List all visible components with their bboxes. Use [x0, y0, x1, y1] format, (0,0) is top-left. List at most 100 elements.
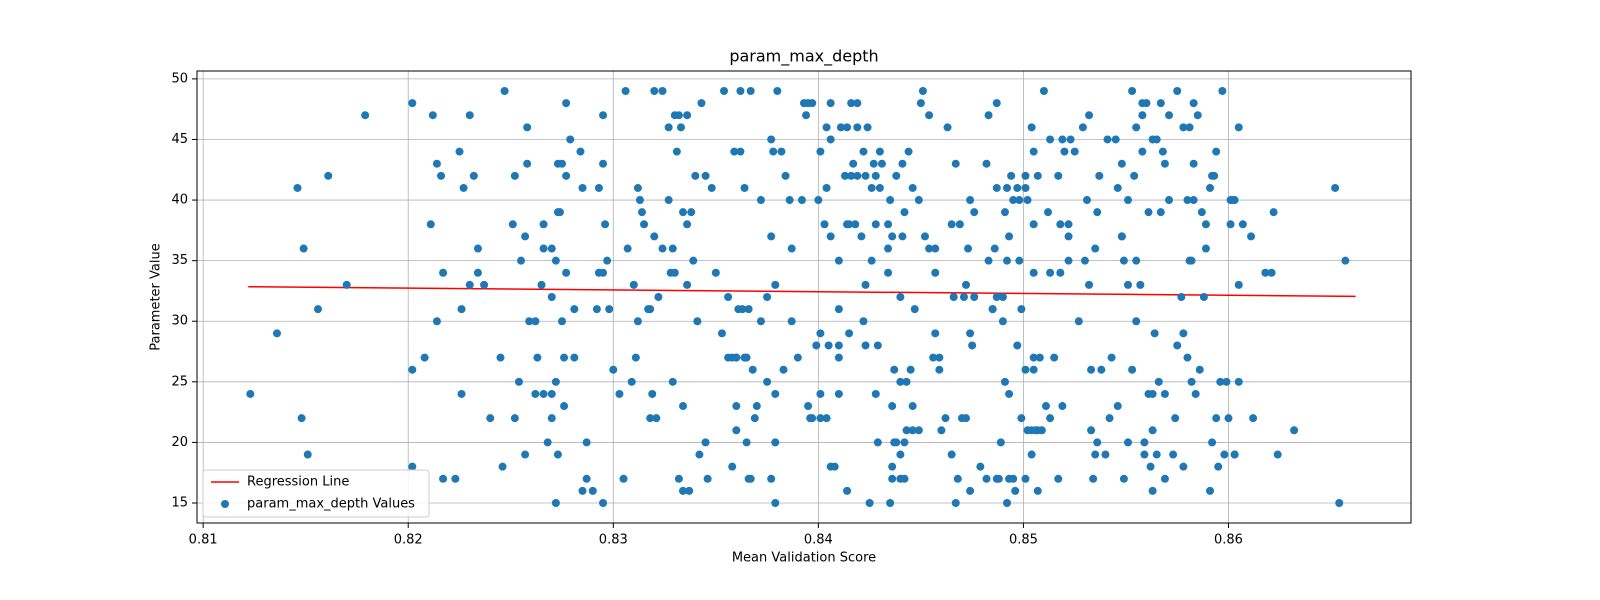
scatter-point	[1087, 426, 1096, 435]
scatter-point	[1111, 135, 1120, 144]
scatter-point	[1089, 474, 1098, 483]
scatter-point	[674, 111, 683, 120]
scatter-point	[631, 353, 640, 362]
scatter-point	[1078, 123, 1087, 132]
scatter-point	[1230, 450, 1239, 459]
scatter-point	[1210, 171, 1219, 180]
scatter-point	[605, 305, 614, 314]
scatter-point	[1230, 196, 1239, 205]
scatter-point	[732, 402, 741, 411]
scatter-point	[756, 317, 765, 326]
scatter-point	[804, 402, 813, 411]
legend-label: Regression Line	[247, 475, 349, 490]
scatter-point	[508, 220, 517, 229]
scatter-point	[1021, 171, 1030, 180]
scatter-point	[246, 389, 255, 398]
scatter-point	[935, 365, 944, 374]
x-tick-label: 0.84	[804, 533, 833, 548]
scatter-point	[847, 99, 856, 108]
scatter-point	[623, 244, 632, 253]
scatter-point	[964, 244, 973, 253]
scatter-point	[272, 329, 281, 338]
scatter-point	[1335, 499, 1344, 508]
scatter-point	[1093, 208, 1102, 217]
scatter-point	[469, 171, 478, 180]
scatter-point	[822, 123, 831, 132]
scatter-point	[1107, 353, 1116, 362]
scatter-point	[738, 305, 747, 314]
scatter-point	[822, 414, 831, 423]
scatter-point	[976, 462, 985, 471]
scatter-point	[771, 438, 780, 447]
scatter-point	[293, 183, 302, 192]
scatter-point	[1046, 414, 1055, 423]
scatter-point	[533, 353, 542, 362]
scatter-point	[531, 317, 540, 326]
scatter-point	[808, 414, 817, 423]
scatter-point	[873, 438, 882, 447]
scatter-point	[984, 111, 993, 120]
scatter-point	[896, 293, 905, 301]
scatter-point	[857, 232, 866, 241]
scatter-point	[1201, 244, 1210, 253]
scatter-point	[1058, 402, 1067, 411]
scatter-point	[1212, 147, 1221, 156]
scatter-point	[1238, 220, 1247, 229]
x-tick-label: 0.86	[1214, 533, 1243, 548]
scatter-point	[896, 450, 905, 459]
scatter-point	[1070, 147, 1079, 156]
scatter-point	[904, 147, 913, 156]
scatter-point	[908, 402, 917, 411]
y-tick-label: 40	[171, 193, 188, 208]
scatter-point	[1064, 220, 1073, 229]
legend-box	[202, 469, 430, 518]
scatter-point	[560, 402, 569, 411]
scatter-point	[861, 171, 870, 180]
scatter-point	[480, 280, 489, 289]
scatter-point	[1212, 414, 1221, 423]
scatter-point	[551, 256, 560, 265]
scatter-point	[1185, 123, 1194, 132]
scatter-point	[808, 99, 817, 108]
scatter-point	[599, 111, 608, 120]
scatter-point	[863, 123, 872, 132]
scatter-point	[834, 341, 843, 350]
scatter-point	[1029, 365, 1038, 374]
scatter-point	[998, 293, 1007, 301]
legend-label: param_max_depth Values	[247, 497, 415, 512]
scatter-point	[1261, 268, 1270, 277]
scatter-point	[1187, 377, 1196, 386]
scatter-point	[1105, 414, 1114, 423]
scatter-point	[763, 377, 772, 386]
scatter-point	[1046, 268, 1055, 277]
scatter-point	[1060, 147, 1069, 156]
scatter-point	[547, 414, 556, 423]
scatter-point	[836, 123, 845, 132]
scatter-point	[1150, 329, 1159, 338]
scatter-point	[1033, 486, 1042, 495]
scatter-point	[982, 159, 991, 168]
scatter-point	[1087, 365, 1096, 374]
y-axis-label: Parameter Value	[149, 243, 164, 350]
scatter-point	[703, 474, 712, 483]
scatter-point	[900, 438, 909, 447]
scatter-point	[888, 462, 897, 471]
scatter-point	[1208, 438, 1217, 447]
scatter-point	[1027, 123, 1036, 132]
scatter-point	[853, 171, 862, 180]
scatter-point	[877, 159, 886, 168]
scatter-point	[629, 280, 638, 289]
scatter-point	[769, 147, 778, 156]
scatter-point	[865, 499, 874, 508]
scatter-point	[547, 293, 556, 301]
scatter-point	[845, 220, 854, 229]
scatter-point	[1101, 450, 1110, 459]
scatter-point	[654, 293, 663, 301]
scatter-point	[1290, 426, 1299, 435]
scatter-point	[1029, 353, 1038, 362]
scatter-point	[1206, 183, 1215, 192]
scatter-point	[701, 171, 710, 180]
scatter-point	[1054, 474, 1063, 483]
scatter-point	[1033, 171, 1042, 180]
scatter-point	[931, 244, 940, 253]
